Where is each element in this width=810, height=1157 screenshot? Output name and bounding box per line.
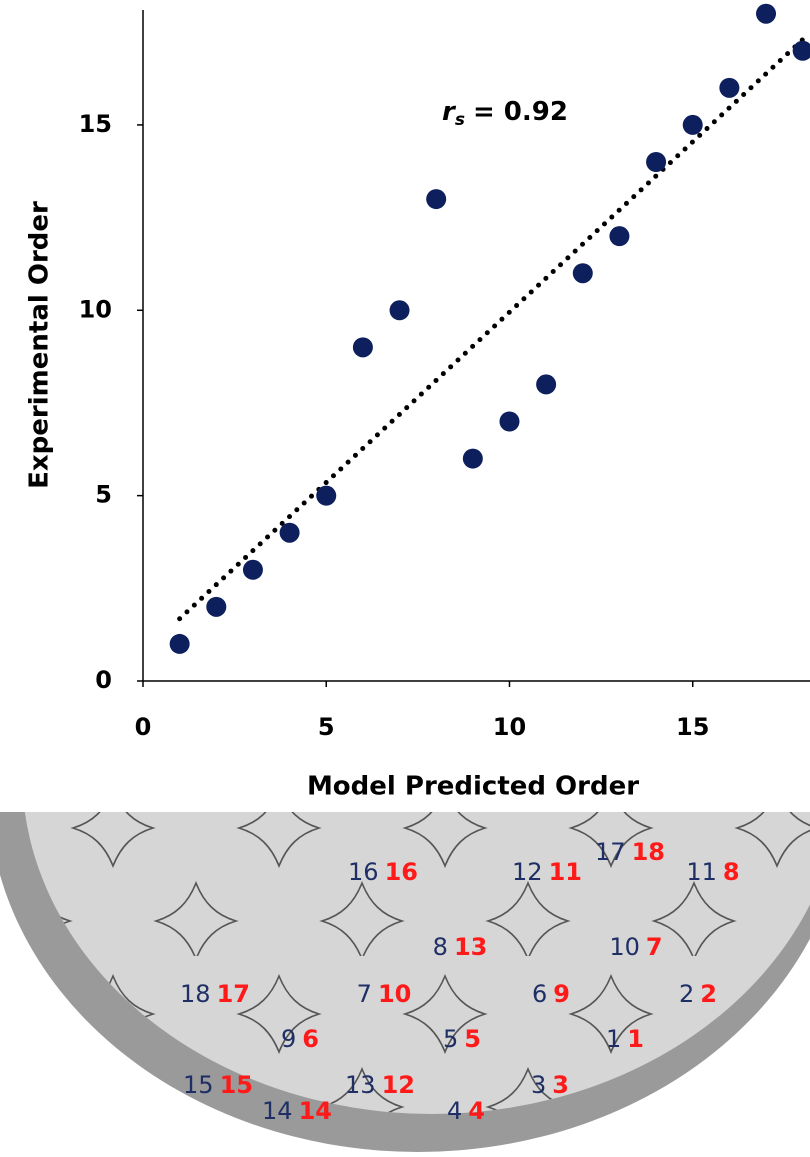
- y-tick-label: 0: [95, 666, 112, 694]
- y-tick-label: 10: [79, 295, 112, 323]
- predicted-order: 13: [345, 1071, 376, 1099]
- predicted-order: 7: [357, 980, 372, 1008]
- figure: Model Predicted Order Experimental Order…: [0, 0, 810, 1153]
- predicted-order: 6: [532, 980, 547, 1008]
- data-point: [646, 152, 666, 172]
- predicted-order: 5: [443, 1025, 458, 1053]
- correlation-annotation: rs= 0.92: [442, 97, 568, 131]
- data-point: [756, 4, 776, 24]
- data-point: [499, 411, 519, 431]
- page: {"chart_data": { "type": "scatter", "x_l…: [0, 0, 810, 1153]
- predicted-order: 4: [447, 1097, 462, 1125]
- experimental-order: 9: [553, 980, 570, 1008]
- experimental-order: 8: [723, 858, 740, 886]
- experimental-order: 1: [627, 1025, 644, 1053]
- data-point: [793, 41, 810, 61]
- x-axis-title: Model Predicted Order: [307, 772, 639, 802]
- experimental-order: 14: [299, 1097, 332, 1125]
- predicted-order: 3: [531, 1071, 546, 1099]
- experimental-order: 11: [549, 858, 582, 886]
- predicted-order: 17: [595, 838, 626, 866]
- data-point: [206, 597, 226, 617]
- predicted-order: 11: [686, 858, 717, 886]
- experimental-order: 10: [378, 980, 411, 1008]
- data-point: [573, 263, 593, 283]
- data-point: [353, 337, 373, 357]
- x-tick-label: 5: [318, 713, 335, 741]
- experimental-order: 12: [382, 1071, 415, 1099]
- data-point: [170, 634, 190, 654]
- experimental-order: 2: [700, 980, 717, 1008]
- data-point: [316, 486, 336, 506]
- data-point: [719, 78, 739, 98]
- predicted-order: 2: [679, 980, 694, 1008]
- predicted-order: 9: [281, 1025, 296, 1053]
- predicted-order: 14: [262, 1097, 293, 1125]
- data-point: [426, 189, 446, 209]
- experimental-order: 13: [454, 933, 487, 961]
- predicted-order: 18: [180, 980, 211, 1008]
- x-tick-label: 10: [493, 713, 526, 741]
- experimental-order: 17: [217, 980, 250, 1008]
- data-point: [536, 374, 556, 394]
- experimental-order: 18: [632, 838, 665, 866]
- data-point: [463, 449, 483, 469]
- experimental-order: 6: [302, 1025, 319, 1053]
- data-point: [390, 300, 410, 320]
- experimental-order: 7: [646, 933, 663, 961]
- predicted-order: 1: [606, 1025, 621, 1053]
- x-tick-label: 15: [676, 713, 709, 741]
- predicted-order: 8: [433, 933, 448, 961]
- experimental-order: 5: [464, 1025, 481, 1053]
- y-tick-label: 5: [95, 481, 112, 509]
- experimental-order: 15: [220, 1071, 253, 1099]
- y-tick-label: 15: [79, 110, 112, 138]
- annotation-subscript: s: [455, 110, 465, 130]
- trend-line: [180, 40, 803, 619]
- data-point: [683, 115, 703, 135]
- data-point: [243, 560, 263, 580]
- x-tick-label: 0: [135, 713, 152, 741]
- y-axis-title: Experimental Order: [25, 201, 55, 489]
- annotation-text: = 0.92: [473, 97, 568, 127]
- data-point: [609, 226, 629, 246]
- experimental-order: 4: [468, 1097, 485, 1125]
- predicted-order: 15: [183, 1071, 214, 1099]
- predicted-order: 12: [512, 858, 543, 886]
- predicted-order: 10: [609, 933, 640, 961]
- experimental-order: 16: [385, 858, 418, 886]
- data-point: [280, 523, 300, 543]
- predicted-order: 16: [348, 858, 379, 886]
- experimental-order: 3: [552, 1071, 569, 1099]
